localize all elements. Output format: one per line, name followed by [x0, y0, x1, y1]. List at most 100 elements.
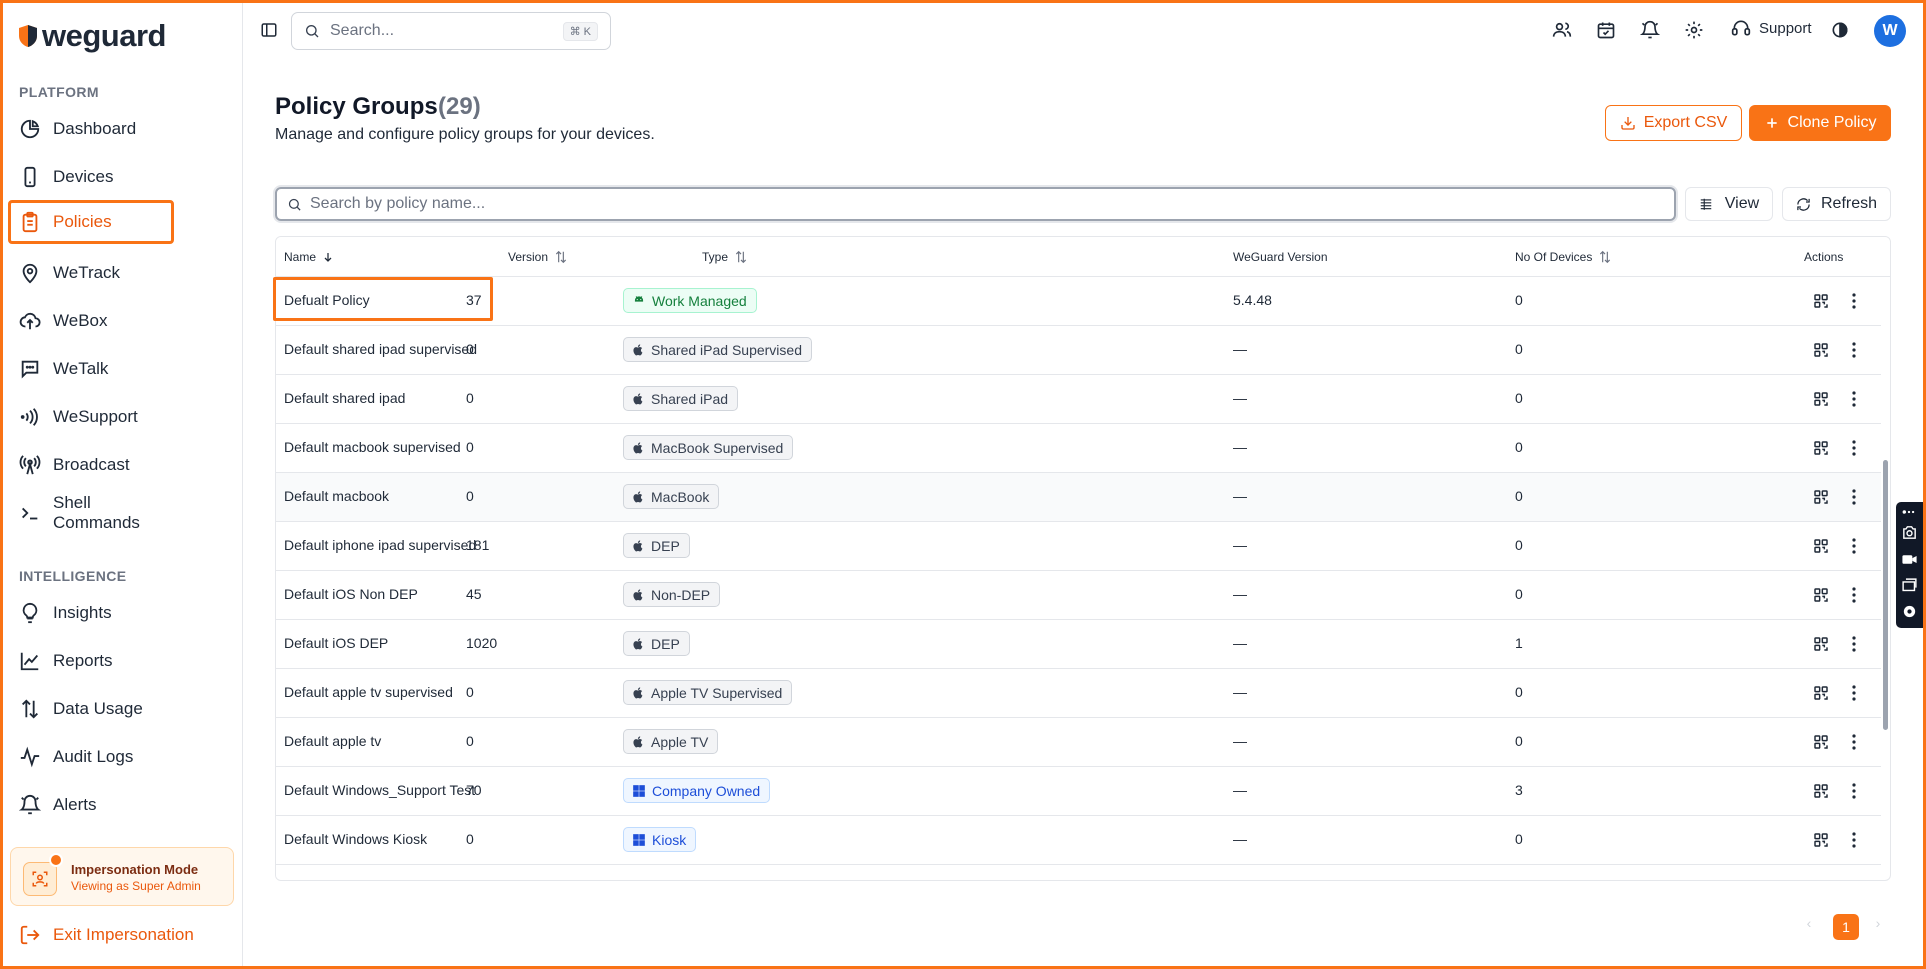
policy-name[interactable]: Default macbook supervised [284, 439, 461, 455]
nav-webox[interactable]: WeBox [8, 299, 174, 343]
smartphone-icon [24, 166, 36, 188]
more-vertical-icon[interactable] [1851, 292, 1857, 310]
table-row[interactable]: Default Windows_Support Test 70 Company Ow… [276, 767, 1881, 816]
more-vertical-icon[interactable] [1851, 733, 1857, 751]
exit-impersonation-button[interactable]: Exit Impersonation [19, 924, 194, 946]
more-vertical-icon[interactable] [1851, 684, 1857, 702]
nav-shell-commands[interactable]: Shell Commands [8, 491, 174, 535]
column-name[interactable]: Name [284, 250, 334, 264]
nav-policies[interactable]: Policies [8, 200, 174, 244]
policy-name[interactable]: Default Windows Kiosk [284, 831, 428, 847]
more-vertical-icon[interactable] [1851, 390, 1857, 408]
link-more-icon[interactable] [1902, 507, 1916, 517]
table-row[interactable]: Default iOS Non DEP 45 Non-DEP — 0 [276, 571, 1881, 620]
policy-name[interactable]: Default shared ipad [284, 390, 406, 406]
qr-code-icon[interactable] [1813, 489, 1829, 505]
nav-wetrack[interactable]: WeTrack [8, 251, 174, 295]
export-csv-button[interactable]: Export CSV [1605, 105, 1742, 141]
nav-insights[interactable]: Insights [8, 591, 174, 635]
table-row[interactable]: Defualt Policy 37 Work Managed 5.4.48 0 [276, 277, 1881, 326]
column-devices[interactable]: No Of Devices [1515, 250, 1612, 264]
policy-name[interactable]: Default macbook [284, 488, 390, 504]
screens-icon[interactable] [1901, 577, 1918, 594]
qr-code-icon[interactable] [1813, 832, 1829, 848]
qr-code-icon[interactable] [1813, 685, 1829, 701]
nav-dashboard[interactable]: Dashboard [8, 107, 174, 151]
nav-wetalk[interactable]: WeTalk [8, 347, 174, 391]
table-row[interactable]: Default macbook supervised 0 MacBook Super… [276, 424, 1881, 473]
policy-name[interactable]: Default iOS Non DEP [284, 586, 418, 602]
sidebar: weguard PLATFORM Dashboard Devices Polic… [0, 0, 243, 969]
policy-name[interactable]: Default iOS DEP [284, 635, 389, 651]
clone-policy-button[interactable]: Clone Policy [1749, 105, 1891, 141]
pagination-page-1[interactable]: 1 [1833, 914, 1859, 940]
refresh-button[interactable]: Refresh [1782, 187, 1891, 221]
video-icon[interactable] [1901, 551, 1918, 568]
gear-icon[interactable] [1684, 20, 1704, 40]
table-row[interactable]: Default iphone ipad supervised 181 DEP — 0 [276, 522, 1881, 571]
table-row[interactable]: Default iOS DEP 1020 DEP — 1 [276, 620, 1881, 669]
more-vertical-icon[interactable] [1851, 635, 1857, 653]
column-type[interactable]: Type [702, 250, 748, 264]
table-row[interactable]: Default shared ipad supervised 0 Shared iP… [276, 326, 1881, 375]
table-row[interactable]: Default apple tv supervised 0 Apple TV Sup… [276, 669, 1881, 718]
theme-toggle-icon[interactable] [1830, 20, 1850, 40]
nav-audit-logs[interactable]: Audit Logs [8, 735, 174, 779]
table-scrollbar[interactable] [1883, 460, 1888, 730]
more-vertical-icon[interactable] [1851, 586, 1857, 604]
log-out-icon [20, 925, 40, 945]
nav-reports[interactable]: Reports [8, 639, 174, 683]
arrows-up-down-icon [22, 699, 38, 719]
column-version[interactable]: Version [508, 250, 568, 264]
bell-icon[interactable] [1640, 20, 1660, 40]
table-row[interactable]: Default apple tv 0 Apple TV — 0 [276, 718, 1881, 767]
policy-name[interactable]: Defualt Policy [284, 292, 370, 308]
policy-name[interactable]: Default shared ipad supervised [284, 341, 478, 357]
qr-code-icon[interactable] [1813, 734, 1829, 750]
nav-alerts[interactable]: Alerts [8, 783, 174, 827]
more-vertical-icon[interactable] [1851, 341, 1857, 359]
user-avatar[interactable]: W [1874, 15, 1906, 47]
camera-icon[interactable] [1901, 524, 1918, 541]
qr-code-icon[interactable] [1813, 587, 1829, 603]
table-row[interactable]: Default Windows Kiosk 0 Kiosk — 0 [276, 816, 1881, 865]
policy-name[interactable]: Default apple tv supervised [284, 684, 453, 700]
global-search-input[interactable]: Search... ⌘ K [291, 12, 611, 50]
calendar-icon[interactable] [1596, 20, 1616, 40]
qr-code-icon[interactable] [1813, 440, 1829, 456]
policy-name[interactable]: Default Windows_Support Test [284, 782, 476, 798]
qr-code-icon[interactable] [1813, 636, 1829, 652]
policy-name[interactable]: Default apple tv [284, 733, 382, 749]
sidebar-toggle-icon[interactable] [260, 21, 278, 39]
more-vertical-icon[interactable] [1851, 537, 1857, 555]
qr-code-icon[interactable] [1813, 342, 1829, 358]
pagination-prev[interactable]: ‹ [1806, 915, 1812, 931]
nav-devices[interactable]: Devices [8, 155, 174, 199]
policy-search-field[interactable] [275, 187, 1676, 221]
qr-code-icon[interactable] [1813, 538, 1829, 554]
shield-logo-icon [19, 25, 37, 47]
more-vertical-icon[interactable] [1851, 488, 1857, 506]
nav-data-usage[interactable]: Data Usage [8, 687, 174, 731]
qr-code-icon[interactable] [1813, 293, 1829, 309]
support-button[interactable]: Support [1731, 18, 1812, 38]
nav-broadcast[interactable]: Broadcast [8, 443, 174, 487]
settings-icon[interactable] [1901, 603, 1918, 620]
device-count: 0 [1515, 733, 1523, 749]
qr-code-icon[interactable] [1813, 783, 1829, 799]
policy-version: 181 [466, 537, 490, 553]
pagination-next[interactable]: › [1875, 915, 1881, 931]
view-button[interactable]: View [1685, 187, 1773, 221]
users-icon[interactable] [1552, 20, 1572, 40]
weguard-version: — [1233, 684, 1247, 700]
table-row[interactable]: Default macbook 0 MacBook — 0 [276, 473, 1881, 522]
policy-name[interactable]: Default iphone ipad supervised [284, 537, 477, 553]
nav-wesupport[interactable]: WeSupport [8, 395, 174, 439]
table-row[interactable]: Default shared ipad 0 Shared iPad — 0 [276, 375, 1881, 424]
brand-logo[interactable]: weguard [18, 18, 166, 54]
more-vertical-icon[interactable] [1851, 782, 1857, 800]
qr-code-icon[interactable] [1813, 391, 1829, 407]
policy-search-input[interactable] [310, 195, 1674, 213]
more-vertical-icon[interactable] [1851, 439, 1857, 457]
more-vertical-icon[interactable] [1851, 831, 1857, 849]
